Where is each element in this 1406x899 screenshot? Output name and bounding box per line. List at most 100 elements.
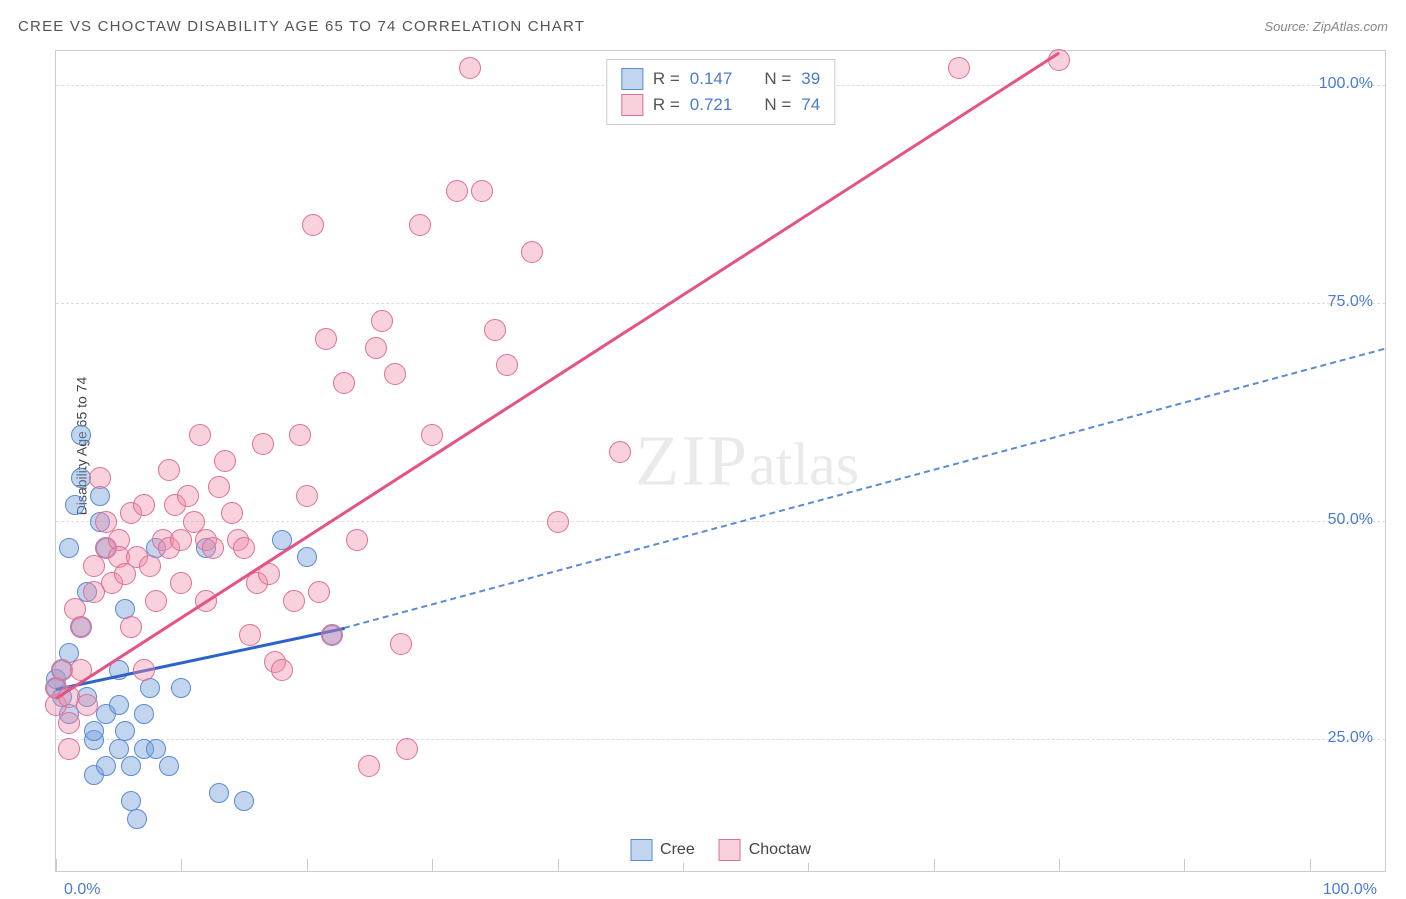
x-tick <box>1310 859 1311 871</box>
point-cree <box>134 704 154 724</box>
chart-area: ZIPatlas 25.0% 50.0% 75.0% 100.0% R = 0.147 N… <box>55 50 1386 872</box>
x-tick <box>558 859 559 871</box>
point-cree <box>146 739 166 759</box>
point-choctaw <box>89 467 111 489</box>
point-choctaw <box>158 459 180 481</box>
trend-ext-cree <box>344 348 1385 629</box>
point-choctaw <box>271 659 293 681</box>
point-choctaw <box>221 502 243 524</box>
y-tick-label: 50.0% <box>1328 511 1373 529</box>
x-tick <box>56 859 57 871</box>
chart-header: CREE VS CHOCTAW DISABILITY AGE 65 TO 74 … <box>18 18 1388 35</box>
point-choctaw <box>252 433 274 455</box>
point-choctaw <box>214 450 236 472</box>
point-choctaw <box>315 328 337 350</box>
trend-choctaw <box>55 51 1060 699</box>
point-choctaw <box>358 755 380 777</box>
point-choctaw <box>189 424 211 446</box>
point-cree <box>234 791 254 811</box>
point-cree <box>209 783 229 803</box>
point-choctaw <box>70 616 92 638</box>
swatch-icon <box>621 94 643 116</box>
legend-item: Choctaw <box>719 839 811 861</box>
n-label: N = <box>764 95 791 115</box>
point-choctaw <box>170 572 192 594</box>
point-choctaw <box>496 354 518 376</box>
point-choctaw <box>133 494 155 516</box>
point-choctaw <box>547 511 569 533</box>
point-choctaw <box>308 581 330 603</box>
point-choctaw <box>145 590 167 612</box>
point-cree <box>127 809 147 829</box>
point-cree <box>115 721 135 741</box>
point-choctaw <box>58 712 80 734</box>
watermark: ZIPatlas <box>635 420 859 503</box>
plot-area: ZIPatlas 25.0% 50.0% 75.0% 100.0% <box>56 51 1385 871</box>
x-tick <box>432 859 433 871</box>
point-cree <box>59 538 79 558</box>
stats-row: R = 0.721 N = 74 <box>621 92 820 118</box>
point-cree <box>71 425 91 445</box>
point-cree <box>109 739 129 759</box>
point-choctaw <box>208 476 230 498</box>
point-cree <box>171 678 191 698</box>
point-choctaw <box>390 633 412 655</box>
point-choctaw <box>484 319 506 341</box>
x-tick <box>307 859 308 871</box>
point-cree <box>65 495 85 515</box>
gridline-h <box>56 521 1385 522</box>
point-choctaw <box>421 424 443 446</box>
x-tick <box>934 859 935 871</box>
point-choctaw <box>202 537 224 559</box>
point-choctaw <box>948 57 970 79</box>
point-choctaw <box>76 694 98 716</box>
point-choctaw <box>446 180 468 202</box>
point-choctaw <box>58 738 80 760</box>
point-choctaw <box>521 241 543 263</box>
point-cree <box>159 756 179 776</box>
point-choctaw <box>365 337 387 359</box>
point-cree <box>96 756 116 776</box>
legend-label: Choctaw <box>749 841 811 859</box>
point-choctaw <box>471 180 493 202</box>
stats-box: R =0.147N =39R =0.721N =74 <box>606 59 835 125</box>
legend: Cree Choctaw <box>622 837 819 863</box>
legend-item: Cree <box>630 839 695 861</box>
r-label: R = <box>653 95 680 115</box>
point-choctaw <box>459 57 481 79</box>
chart-source: Source: ZipAtlas.com <box>1264 19 1388 34</box>
chart-title: CREE VS CHOCTAW DISABILITY AGE 65 TO 74 … <box>18 18 585 35</box>
point-choctaw <box>321 624 343 646</box>
point-choctaw <box>239 624 261 646</box>
point-choctaw <box>233 537 255 559</box>
gridline-h <box>56 739 1385 740</box>
point-choctaw <box>609 441 631 463</box>
point-cree <box>109 695 129 715</box>
stats-row: R =0.147N =39 <box>621 66 820 92</box>
point-cree <box>121 756 141 776</box>
y-tick-label: 25.0% <box>1328 729 1373 747</box>
y-tick-label: 100.0% <box>1319 75 1373 93</box>
r-value: 0.721 <box>690 95 733 115</box>
swatch-icon <box>719 839 741 861</box>
n-value: 74 <box>801 95 820 115</box>
point-choctaw <box>346 529 368 551</box>
point-choctaw <box>333 372 355 394</box>
point-choctaw <box>177 485 199 507</box>
x-tick <box>1059 859 1060 871</box>
swatch-icon <box>630 839 652 861</box>
point-cree <box>297 547 317 567</box>
point-cree <box>84 721 104 741</box>
point-choctaw <box>384 363 406 385</box>
point-choctaw <box>289 424 311 446</box>
y-tick-label: 75.0% <box>1328 293 1373 311</box>
point-choctaw <box>296 485 318 507</box>
x-tick <box>181 859 182 871</box>
r-value: 0.147 <box>690 69 733 89</box>
legend-label: Cree <box>660 841 695 859</box>
x-tick-100: 100.0% <box>1323 881 1377 899</box>
point-choctaw <box>139 555 161 577</box>
point-choctaw <box>409 214 431 236</box>
swatch-icon <box>621 68 643 90</box>
n-label: N = <box>764 69 791 89</box>
